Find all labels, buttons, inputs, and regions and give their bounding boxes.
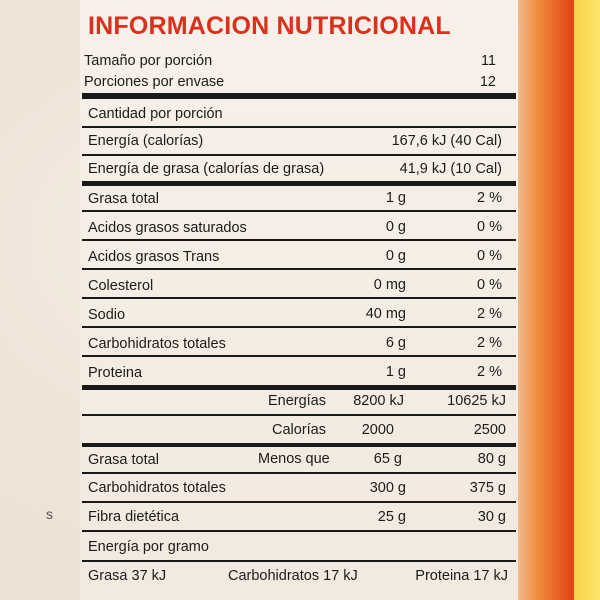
divider bbox=[82, 530, 516, 532]
divider bbox=[82, 268, 516, 270]
nutrient-label: Sodio bbox=[88, 307, 126, 323]
divider bbox=[82, 126, 516, 128]
nutrient-daily-value: 2 % bbox=[477, 335, 502, 351]
divider bbox=[82, 414, 516, 416]
reference-carbs-value-1: 300 g bbox=[369, 480, 406, 496]
nutrient-amount: 0 mg bbox=[373, 277, 406, 293]
reference-calories-value-2: 2500 bbox=[473, 422, 506, 438]
reference-fat-value-2: 80 g bbox=[477, 451, 506, 467]
nutrient-amount: 6 g bbox=[385, 335, 406, 351]
nutrient-amount: 40 mg bbox=[365, 306, 406, 322]
divider bbox=[82, 355, 516, 357]
reference-fiber-label: Fibra dietética bbox=[88, 509, 180, 525]
reference-energy-label: Energías bbox=[267, 393, 326, 409]
per-gram-protein: Proteina 17 kJ bbox=[415, 568, 508, 584]
divider bbox=[82, 297, 516, 299]
nutrient-label: Acidos grasos Trans bbox=[88, 249, 220, 265]
reference-fiber-value-1: 25 g bbox=[377, 509, 406, 525]
divider bbox=[82, 210, 516, 212]
divider bbox=[82, 472, 516, 474]
reference-calories-value-1: 2000 bbox=[361, 422, 394, 438]
nutrient-daily-value: 2 % bbox=[477, 190, 502, 206]
energy-row-label: Energía (calorías) bbox=[88, 133, 204, 149]
per-gram-fat: Grasa 37 kJ bbox=[88, 568, 167, 584]
reference-energy-value-2000: 8200 kJ bbox=[353, 393, 404, 409]
energy-per-gram-label: Energía por gramo bbox=[88, 539, 209, 555]
thick-divider bbox=[82, 385, 516, 390]
nutrient-label: Acidos grasos saturados bbox=[88, 220, 247, 236]
thick-divider bbox=[82, 181, 516, 186]
nutrient-label: Grasa total bbox=[88, 191, 159, 207]
divider bbox=[82, 560, 516, 562]
nutrition-panel bbox=[80, 0, 518, 600]
reference-fiber-value-2: 30 g bbox=[477, 509, 506, 525]
divider bbox=[82, 501, 516, 503]
amount-per-serving-label: Cantidad por porción bbox=[88, 106, 223, 122]
panel-title: INFORMACION NUTRICIONAL bbox=[88, 12, 451, 40]
reference-energy-value-2500: 10625 kJ bbox=[447, 393, 506, 409]
reference-calories-label: Calorías bbox=[272, 422, 326, 438]
nutrient-daily-value: 2 % bbox=[477, 364, 502, 380]
divider bbox=[82, 239, 516, 241]
nutrient-amount: 0 g bbox=[385, 219, 406, 235]
nutrient-label: Colesterol bbox=[88, 278, 154, 294]
fat-energy-row-value: 41,9 kJ (10 Cal) bbox=[399, 161, 502, 177]
nutrient-daily-value: 0 % bbox=[477, 277, 502, 293]
reference-carbs-label: Carbohidratos totales bbox=[88, 480, 226, 496]
serving-size-value: 11 bbox=[480, 53, 496, 69]
nutrient-daily-value: 2 % bbox=[477, 306, 502, 322]
nutrient-label: Carbohidratos totales bbox=[88, 336, 226, 352]
per-gram-carbs: Carbohidratos 17 kJ bbox=[228, 568, 358, 584]
divider bbox=[82, 154, 516, 156]
reference-carbs-value-2: 375 g bbox=[469, 480, 506, 496]
nutrient-daily-value: 0 % bbox=[477, 248, 502, 264]
fat-energy-row-label: Energía de grasa (calorías de grasa) bbox=[88, 161, 325, 177]
thick-divider-top bbox=[82, 93, 516, 99]
reference-fat-value-1: 65 g bbox=[373, 451, 402, 467]
divider bbox=[82, 326, 516, 328]
energy-row-value: 167,6 kJ (40 Cal) bbox=[391, 133, 502, 149]
nutrient-amount: 1 g bbox=[385, 364, 406, 380]
package-yellow-stripe bbox=[574, 0, 600, 600]
nutrient-amount: 1 g bbox=[385, 190, 406, 206]
servings-per-pack-label: Porciones por envase bbox=[84, 74, 225, 90]
serving-size-label: Tamaño por porción bbox=[84, 53, 213, 69]
reference-fat-qualifier: Menos que bbox=[258, 451, 330, 467]
nutrient-amount: 0 g bbox=[385, 248, 406, 264]
edge-letter: s bbox=[46, 506, 53, 522]
nutrient-daily-value: 0 % bbox=[477, 219, 502, 235]
thick-divider bbox=[82, 443, 516, 447]
nutrient-label: Proteina bbox=[88, 365, 143, 381]
servings-per-pack-value: 12 bbox=[479, 74, 496, 90]
reference-fat-label: Grasa total bbox=[88, 452, 159, 468]
